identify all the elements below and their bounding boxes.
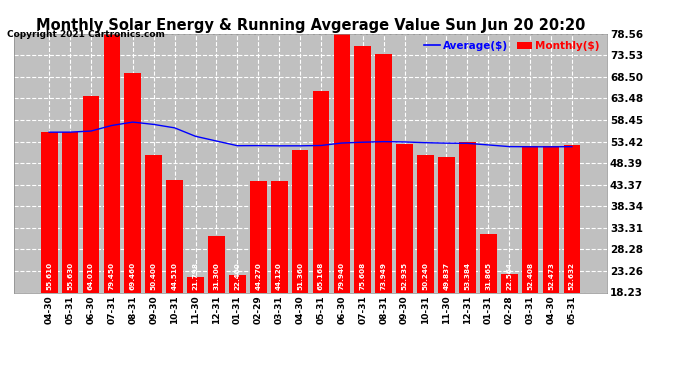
Bar: [187, 277, 204, 292]
Text: 44.120: 44.120: [276, 262, 282, 290]
Text: 31.865: 31.865: [485, 262, 491, 290]
Bar: [250, 181, 266, 292]
Text: 69.460: 69.460: [130, 262, 136, 290]
Text: 55.610: 55.610: [46, 262, 52, 290]
Bar: [480, 234, 497, 292]
Bar: [333, 28, 351, 292]
Text: 52.935: 52.935: [402, 262, 408, 290]
Legend: Average($), Monthly($): Average($), Monthly($): [422, 39, 602, 53]
Bar: [270, 182, 288, 292]
Text: 53.384: 53.384: [464, 262, 471, 290]
Bar: [522, 146, 538, 292]
Bar: [375, 54, 392, 292]
Bar: [166, 180, 183, 292]
Text: 49.837: 49.837: [444, 262, 449, 290]
Text: 21.798: 21.798: [193, 262, 199, 290]
Text: Copyright 2021 Cartronics.com: Copyright 2021 Cartronics.com: [7, 30, 165, 39]
Text: 51.360: 51.360: [297, 262, 303, 290]
Text: 22.400: 22.400: [235, 262, 240, 290]
Text: 75.608: 75.608: [359, 262, 366, 290]
Text: 50.400: 50.400: [150, 262, 157, 290]
Text: 73.949: 73.949: [381, 262, 386, 290]
Text: 55.630: 55.630: [67, 262, 73, 290]
Bar: [417, 155, 434, 292]
Text: 31.300: 31.300: [213, 262, 219, 290]
Title: Monthly Solar Energy & Running Avgerage Value Sun Jun 20 20:20: Monthly Solar Energy & Running Avgerage …: [36, 18, 585, 33]
Bar: [396, 144, 413, 292]
Text: 44.270: 44.270: [255, 262, 262, 290]
Bar: [313, 91, 329, 292]
Bar: [438, 157, 455, 292]
Text: 65.168: 65.168: [318, 262, 324, 290]
Bar: [564, 145, 580, 292]
Bar: [104, 30, 120, 292]
Text: 79.940: 79.940: [339, 262, 345, 290]
Text: 52.408: 52.408: [527, 262, 533, 290]
Bar: [146, 154, 162, 292]
Bar: [61, 132, 79, 292]
Bar: [208, 237, 225, 292]
Bar: [41, 132, 57, 292]
Bar: [459, 142, 475, 292]
Text: 52.632: 52.632: [569, 262, 575, 290]
Bar: [542, 146, 560, 292]
Bar: [501, 274, 518, 292]
Bar: [355, 46, 371, 292]
Text: 22.564: 22.564: [506, 262, 512, 290]
Text: 44.510: 44.510: [172, 262, 177, 290]
Bar: [229, 274, 246, 292]
Text: 50.240: 50.240: [422, 262, 428, 290]
Text: 79.450: 79.450: [109, 262, 115, 290]
Text: 64.010: 64.010: [88, 262, 94, 290]
Bar: [124, 73, 141, 292]
Text: 52.473: 52.473: [548, 262, 554, 290]
Bar: [83, 96, 99, 292]
Bar: [292, 150, 308, 292]
